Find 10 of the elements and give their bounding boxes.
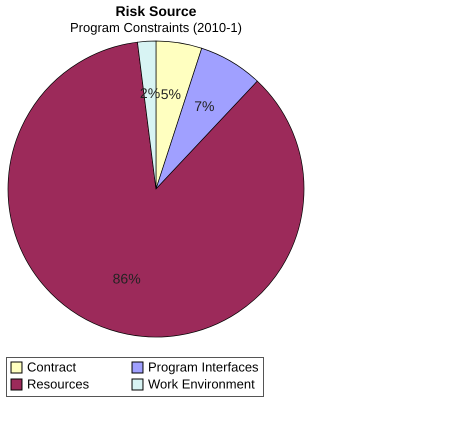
chart-subtitle: Program Constraints (2010-1) xyxy=(70,20,242,35)
pie-slice xyxy=(8,42,304,338)
legend-label: Work Environment xyxy=(148,376,256,392)
chart-title: Risk Source xyxy=(116,3,197,19)
data-label: 5% xyxy=(160,86,181,102)
legend-label: Resources xyxy=(27,376,90,392)
legend-label: Contract xyxy=(27,360,77,375)
data-label: 7% xyxy=(194,98,214,114)
data-label: 86% xyxy=(112,270,141,286)
legend-label: Program Interfaces xyxy=(148,360,260,375)
